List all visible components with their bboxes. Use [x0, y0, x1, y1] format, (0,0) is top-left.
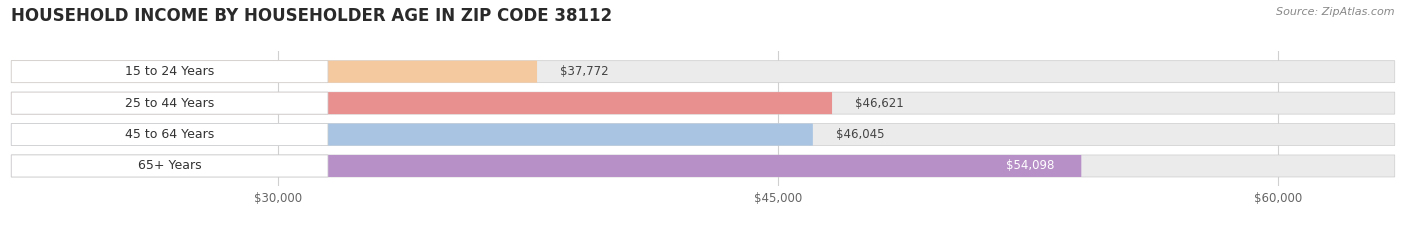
FancyBboxPatch shape [11, 155, 328, 177]
FancyBboxPatch shape [11, 123, 328, 146]
FancyBboxPatch shape [11, 92, 832, 114]
FancyBboxPatch shape [11, 123, 813, 146]
Text: 15 to 24 Years: 15 to 24 Years [125, 65, 214, 78]
Text: $54,098: $54,098 [1007, 159, 1054, 172]
Text: $46,045: $46,045 [837, 128, 884, 141]
Text: 65+ Years: 65+ Years [138, 159, 201, 172]
Text: $37,772: $37,772 [561, 65, 609, 78]
FancyBboxPatch shape [11, 61, 1395, 83]
FancyBboxPatch shape [11, 61, 537, 83]
FancyBboxPatch shape [11, 123, 1395, 146]
FancyBboxPatch shape [11, 92, 328, 114]
FancyBboxPatch shape [11, 61, 328, 83]
FancyBboxPatch shape [11, 155, 1395, 177]
FancyBboxPatch shape [11, 92, 1395, 114]
Text: Source: ZipAtlas.com: Source: ZipAtlas.com [1277, 7, 1395, 17]
FancyBboxPatch shape [11, 155, 1081, 177]
Text: HOUSEHOLD INCOME BY HOUSEHOLDER AGE IN ZIP CODE 38112: HOUSEHOLD INCOME BY HOUSEHOLDER AGE IN Z… [11, 7, 613, 25]
Text: $46,621: $46,621 [855, 97, 904, 110]
Text: 25 to 44 Years: 25 to 44 Years [125, 97, 214, 110]
Text: 45 to 64 Years: 45 to 64 Years [125, 128, 214, 141]
